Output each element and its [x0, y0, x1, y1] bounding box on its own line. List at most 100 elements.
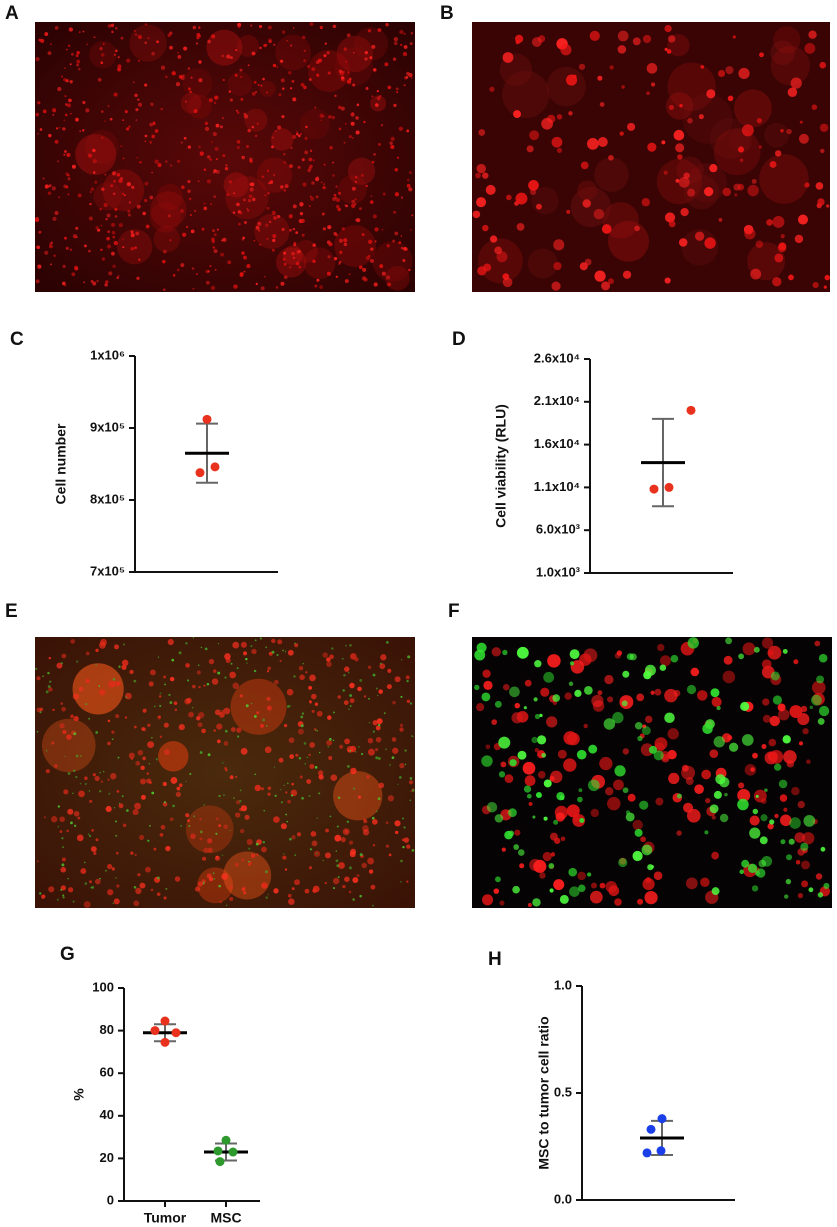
cell-spot: [137, 34, 143, 40]
cell-spot: [124, 692, 132, 700]
cell-spot: [105, 869, 107, 872]
cell-spot: [311, 67, 316, 72]
cell-spot: [63, 119, 66, 122]
cell-spot: [203, 881, 205, 883]
cell-spot: [546, 716, 558, 728]
cell-spot: [185, 813, 190, 818]
cell-spot: [187, 819, 190, 823]
cell-spot: [99, 46, 103, 51]
cell-spot: [244, 108, 268, 132]
cell-spot: [266, 91, 268, 94]
cell-spot: [187, 179, 191, 184]
cell-spot: [719, 813, 729, 823]
cell-spot: [154, 159, 159, 164]
cell-spot: [240, 97, 244, 101]
cell-spot: [744, 228, 756, 240]
cell-spot: [107, 863, 113, 870]
cell-spot: [664, 277, 671, 284]
cell-spot: [243, 891, 247, 895]
cell-spot: [338, 127, 342, 131]
cell-spot: [63, 153, 66, 156]
cell-spot: [524, 679, 532, 687]
cell-spot: [268, 182, 271, 185]
cell-spot: [75, 775, 78, 779]
cell-spot: [629, 653, 637, 661]
cell-spot: [478, 129, 486, 136]
cell-spot: [206, 179, 212, 184]
cell-spot: [348, 135, 352, 139]
data-point: [210, 462, 220, 472]
cell-spot: [223, 794, 225, 796]
cell-spot: [769, 161, 777, 168]
cell-spot: [751, 885, 759, 892]
panel-label: B: [440, 3, 454, 24]
cell-spot: [724, 792, 728, 797]
cell-spot: [58, 196, 60, 199]
cell-spot: [555, 812, 565, 822]
cell-spot: [583, 723, 588, 729]
cell-spot: [259, 80, 276, 97]
data-point: [642, 1148, 652, 1158]
cell-spot: [343, 673, 346, 677]
cell-spot: [169, 817, 174, 822]
cell-spot: [578, 788, 583, 793]
cell-spot: [405, 675, 410, 680]
cell-spot: [348, 866, 352, 870]
cell-spot: [351, 186, 356, 191]
cell-spot: [760, 814, 768, 822]
cell-spot: [112, 192, 116, 196]
cell-spot: [826, 204, 830, 208]
cell-spot: [362, 267, 367, 272]
cell-spot: [165, 845, 171, 852]
cell-spot: [248, 860, 250, 863]
cell-spot: [301, 158, 305, 162]
cell-spot: [178, 724, 185, 731]
cell-spot: [199, 818, 202, 821]
cell-spot: [72, 792, 74, 795]
cell-spot: [350, 121, 355, 126]
cell-spot: [199, 151, 204, 156]
cell-spot: [38, 230, 42, 234]
cell-spot: [243, 114, 249, 119]
cell-spot: [498, 771, 506, 778]
cell-spot: [334, 196, 338, 199]
cell-spot: [352, 877, 359, 884]
cell-spot: [346, 79, 352, 84]
cell-spot: [273, 43, 276, 47]
cell-spot: [288, 704, 291, 708]
cell-spot: [739, 158, 744, 163]
cell-spot: [385, 821, 389, 824]
cell-spot: [126, 809, 129, 812]
y-axis-label: Cell viability (RLU): [493, 404, 509, 528]
cell-spot: [271, 210, 276, 215]
cell-spot: [205, 280, 210, 285]
cell-spot: [622, 270, 632, 279]
cell-spot: [207, 270, 210, 273]
cell-spot: [617, 30, 629, 42]
cell-spot: [163, 896, 167, 900]
cell-spot: [306, 64, 311, 69]
cell-spot: [359, 679, 363, 682]
cell-spot: [780, 839, 786, 845]
cell-spot: [272, 238, 276, 243]
cell-spot: [129, 24, 167, 62]
cell-spot: [403, 45, 408, 49]
cell-spot: [273, 679, 279, 685]
cell-spot: [104, 173, 107, 176]
cell-spot: [71, 272, 76, 277]
cell-spot: [281, 115, 285, 119]
cell-spot: [282, 855, 287, 860]
cell-spot: [36, 676, 41, 681]
cell-spot: [235, 109, 238, 112]
cell-spot: [371, 95, 374, 98]
cell-spot: [339, 238, 343, 243]
cell-spot: [774, 150, 782, 157]
cell-spot: [321, 212, 325, 216]
cell-spot: [403, 84, 406, 87]
cell-spot: [589, 890, 603, 904]
cell-spot: [529, 188, 537, 195]
cell-spot: [309, 701, 312, 704]
cell-spot: [169, 31, 173, 35]
cell-spot: [737, 788, 751, 802]
cell-spot: [261, 175, 265, 178]
